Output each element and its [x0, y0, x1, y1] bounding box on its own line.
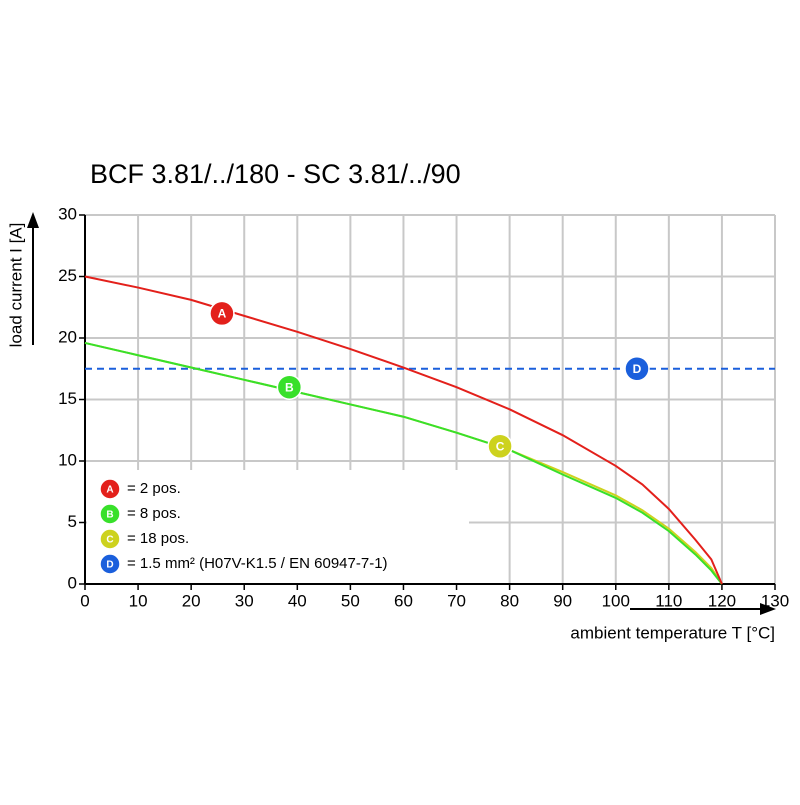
x-tick-label: 80 — [500, 591, 519, 610]
x-tick-label: 70 — [447, 591, 466, 610]
y-tick-label: 5 — [68, 512, 77, 531]
legend-marker-letter: C — [106, 535, 113, 546]
legend-marker — [99, 478, 121, 500]
x-tick-label: 0 — [80, 591, 89, 610]
x-tick-label: 50 — [341, 591, 360, 610]
curve-marker — [624, 356, 650, 382]
curve-marker-letter: C — [496, 439, 505, 453]
series-line — [84, 341, 723, 585]
legend-background — [87, 470, 469, 583]
curve-marker — [487, 433, 513, 459]
y-tick-label: 10 — [58, 450, 77, 469]
y-tick-label: 0 — [68, 573, 77, 592]
legend-marker-letter: D — [106, 560, 113, 571]
x-tick-label: 120 — [708, 591, 736, 610]
y-tick-label: 20 — [58, 327, 77, 346]
curve-marker-letter: D — [633, 362, 642, 376]
curve-marker-letter: B — [285, 380, 294, 394]
y-tick-label: 25 — [58, 266, 77, 285]
legend-marker-letter: A — [106, 485, 113, 496]
x-tick-label: 90 — [553, 591, 572, 610]
legend-marker-letter: B — [106, 510, 113, 521]
legend-marker — [99, 553, 121, 575]
x-tick-label: 30 — [235, 591, 254, 610]
curve-marker — [209, 300, 235, 327]
y-axis-label: load current I [A] — [6, 223, 25, 348]
legend-marker — [99, 528, 121, 550]
x-tick-label: 60 — [394, 591, 413, 610]
x-axis-label: ambient temperature T [°C] — [570, 623, 775, 642]
legend-label: = 1.5 mm² (H07V-K1.5 / EN 60947-7-1) — [127, 555, 388, 572]
y-tick-label: 15 — [58, 389, 77, 408]
x-tick-label: 110 — [655, 591, 682, 610]
legend-label: = 8 pos. — [127, 505, 181, 522]
legend-marker — [99, 503, 121, 525]
chart-title: BCF 3.81/../180 - SC 3.81/../90 — [90, 159, 461, 189]
x-tick-label: 130 — [761, 591, 789, 610]
x-tick-label: 10 — [129, 591, 148, 610]
y-tick-label: 30 — [58, 204, 77, 223]
x-tick-label: 20 — [182, 591, 201, 610]
curve-marker — [276, 374, 303, 400]
x-tick-label: 40 — [288, 591, 307, 610]
curve-marker-letter: A — [218, 307, 227, 321]
x-arrow-head — [760, 603, 776, 615]
y-arrow-head — [27, 212, 39, 228]
legend-label: = 18 pos. — [127, 530, 189, 547]
legend-label: = 2 pos. — [127, 480, 181, 497]
x-tick-label: 100 — [602, 591, 630, 610]
